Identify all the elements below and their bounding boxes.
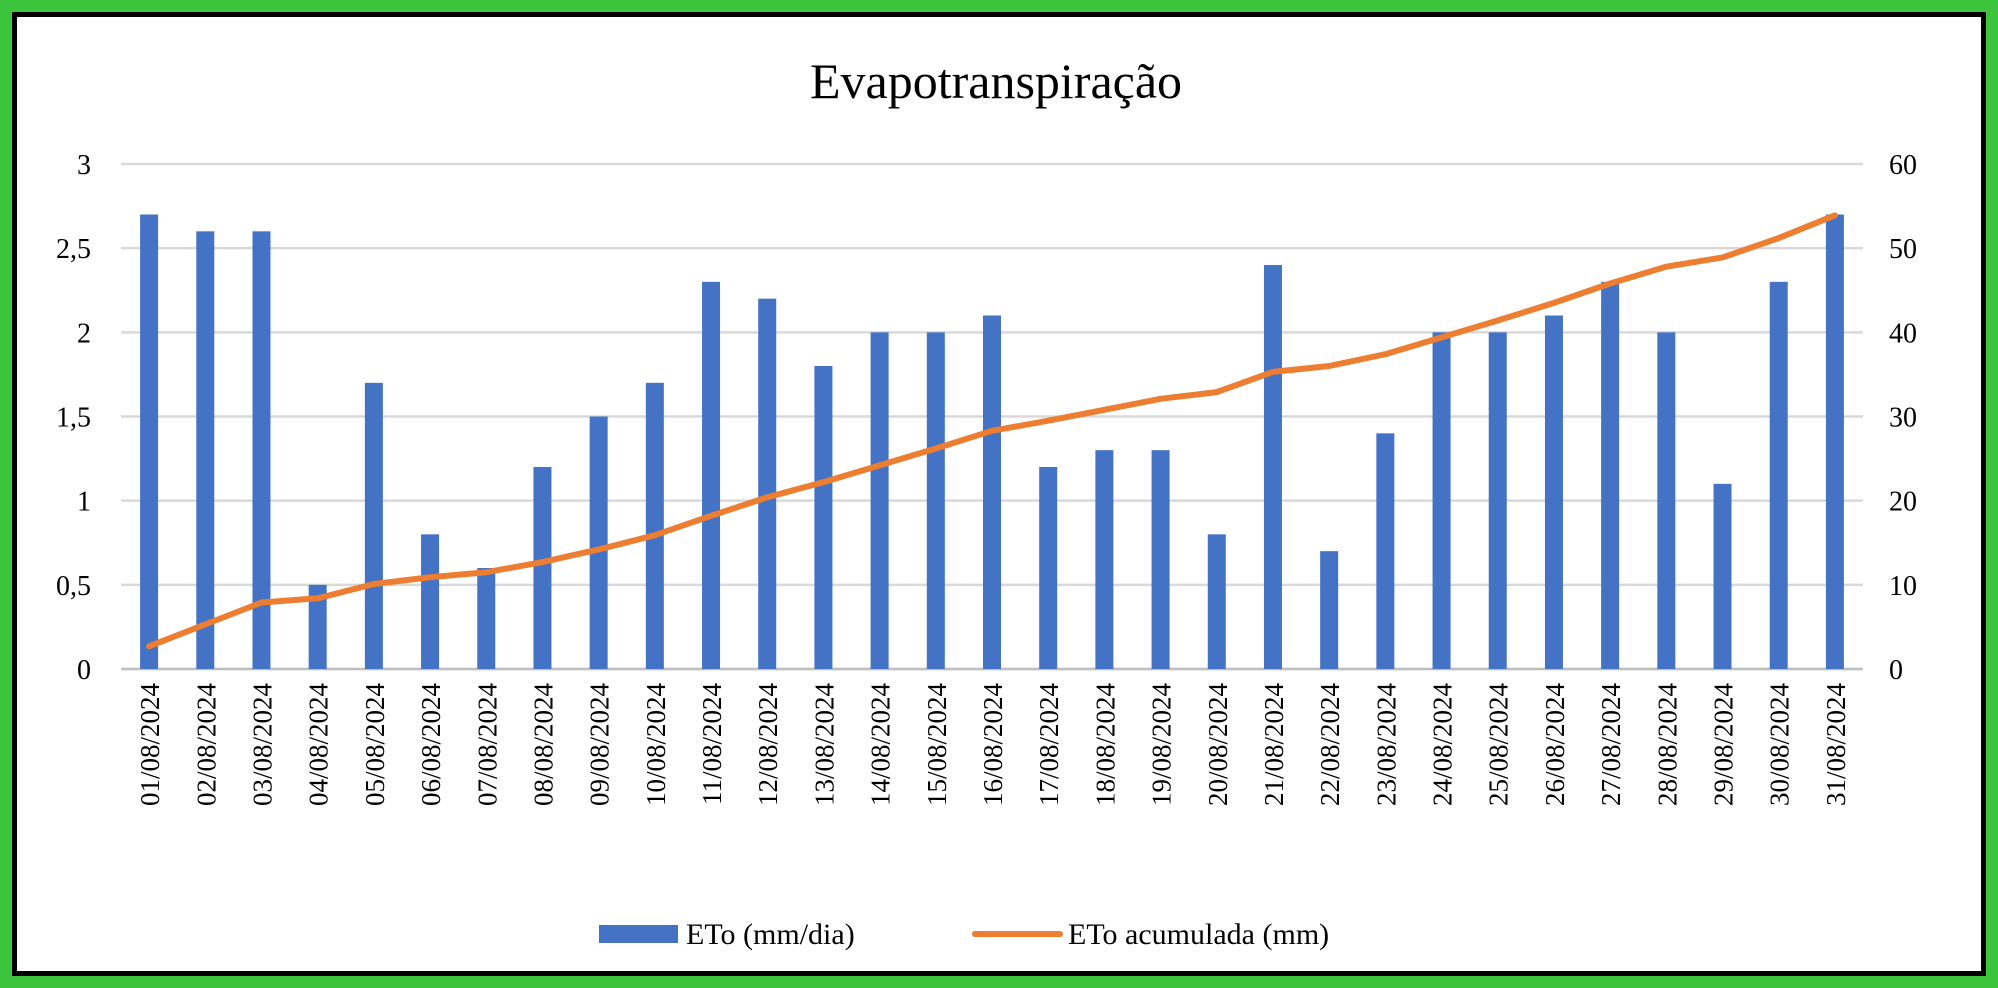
bar (533, 467, 552, 669)
bar (364, 382, 383, 669)
bar (308, 584, 327, 669)
bar (702, 281, 721, 669)
bar (1039, 467, 1058, 669)
bar (589, 416, 608, 669)
y-tick-label: 2,5 (56, 234, 91, 265)
y2-tick-label: 0 (1889, 655, 1903, 686)
bar (1601, 281, 1620, 669)
x-tick-label: 22/08/2024 (1315, 683, 1345, 807)
x-tick-label: 26/08/2024 (1540, 683, 1570, 807)
bar (477, 568, 496, 669)
bar (421, 534, 440, 669)
bar (983, 315, 1001, 669)
x-tick-label: 09/08/2024 (585, 683, 615, 807)
bar (1825, 214, 1844, 669)
bar (1263, 265, 1282, 669)
bar (1769, 281, 1788, 669)
bar (645, 382, 664, 669)
x-tick-label: 18/08/2024 (1090, 683, 1120, 807)
bar (252, 231, 271, 670)
bar (926, 332, 945, 669)
x-tick-label: 23/08/2024 (1371, 683, 1401, 807)
bar (1095, 450, 1114, 669)
chart-title: Evapotranspiração (810, 53, 1182, 109)
x-tick-label: 11/08/2024 (697, 683, 727, 806)
x-tick-label: 15/08/2024 (922, 683, 952, 807)
x-tick-label: 17/08/2024 (1034, 683, 1064, 807)
x-tick-label: 24/08/2024 (1428, 683, 1458, 807)
bar (140, 214, 159, 669)
bar (870, 332, 889, 669)
y2-tick-label: 50 (1889, 234, 1917, 265)
y2-tick-label: 30 (1889, 403, 1917, 434)
y2-tick-label: 40 (1889, 318, 1917, 349)
x-tick-label: 10/08/2024 (641, 683, 671, 807)
x-tick-label: 21/08/2024 (1259, 683, 1289, 807)
bar (1376, 433, 1395, 669)
x-tick-label: 25/08/2024 (1484, 683, 1514, 807)
x-tick-label: 19/08/2024 (1147, 683, 1177, 807)
legend-label: ETo acumulada (mm) (1068, 918, 1329, 951)
y-tick-label: 1 (77, 487, 91, 518)
y2-tick-label: 20 (1889, 487, 1917, 518)
x-tick-label: 13/08/2024 (809, 683, 839, 807)
legend-swatch (599, 925, 678, 943)
y2-tick-label: 60 (1889, 150, 1917, 181)
x-tick-label: 16/08/2024 (978, 683, 1008, 807)
bar (1544, 315, 1563, 669)
y-tick-label: 3 (77, 150, 91, 181)
x-tick-label: 14/08/2024 (866, 683, 896, 807)
line (146, 212, 1838, 650)
legend-label: ETo (mm/dia) (686, 918, 855, 951)
bar (1207, 534, 1226, 669)
bar (1151, 450, 1170, 669)
bar (1432, 332, 1451, 669)
y2-tick-label: 10 (1889, 571, 1917, 602)
bar (758, 298, 777, 669)
y-tick-label: 1,5 (56, 403, 91, 434)
bar (814, 366, 833, 669)
x-tick-label: 31/08/2024 (1821, 683, 1851, 807)
x-tick-label: 20/08/2024 (1203, 683, 1233, 807)
x-tick-label: 12/08/2024 (753, 683, 783, 807)
x-tick-label: 04/08/2024 (304, 683, 334, 807)
x-tick-label: 27/08/2024 (1596, 683, 1626, 807)
bar (1320, 551, 1339, 669)
y-tick-label: 0,5 (56, 571, 91, 602)
x-tick-label: 03/08/2024 (247, 683, 277, 807)
bar (1657, 332, 1676, 669)
x-tick-label: 07/08/2024 (472, 683, 502, 807)
bar (196, 231, 215, 670)
x-tick-label: 02/08/2024 (191, 683, 221, 807)
x-tick-label: 06/08/2024 (416, 683, 446, 807)
x-tick-label: 01/08/2024 (135, 683, 165, 807)
x-tick-label: 28/08/2024 (1652, 683, 1682, 807)
y-tick-label: 0 (77, 655, 91, 686)
bar (1713, 483, 1732, 669)
x-tick-label: 08/08/2024 (528, 683, 558, 807)
x-tick-label: 05/08/2024 (360, 683, 390, 807)
bar (1488, 332, 1507, 669)
y-tick-label: 2 (77, 318, 91, 349)
x-tick-label: 30/08/2024 (1765, 683, 1795, 807)
x-tick-label: 29/08/2024 (1709, 683, 1739, 807)
